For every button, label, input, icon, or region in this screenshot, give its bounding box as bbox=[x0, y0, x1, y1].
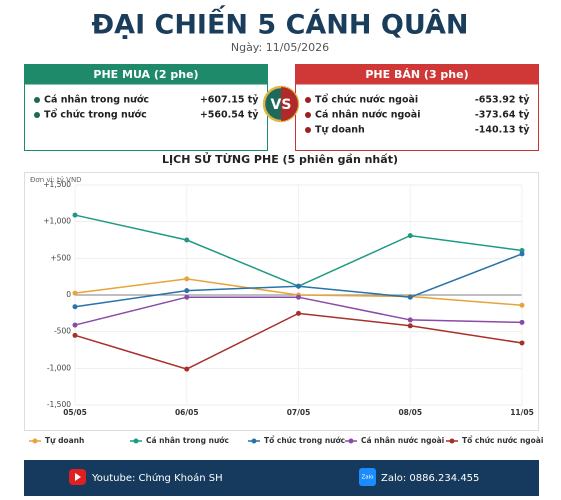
y-tick-label: +1,500 bbox=[43, 180, 71, 189]
legend-label: Tổ chức trong nước bbox=[264, 436, 345, 445]
zalo-text: Zalo: 0886.234.455 bbox=[381, 473, 479, 484]
vs-half bbox=[281, 87, 298, 121]
sell-header bbox=[295, 64, 539, 85]
x-tick-label: 05/05 bbox=[63, 408, 87, 417]
date: Ngày: 11/05/2026 bbox=[231, 41, 329, 54]
y-tick-label: 0 bbox=[66, 290, 71, 299]
point bbox=[296, 310, 301, 316]
chart-title: LỊCH SỬ TỪNG PHE (5 phiên gần nhất) bbox=[162, 152, 398, 166]
item-value: -653.92 tỷ bbox=[475, 95, 530, 106]
chart-frame bbox=[24, 172, 539, 431]
item-value: +560.54 tỷ bbox=[200, 110, 259, 121]
point bbox=[184, 276, 190, 282]
item-label: Tổ chức nước ngoài bbox=[315, 94, 418, 106]
x-tick-label: 06/05 bbox=[175, 408, 199, 417]
point bbox=[184, 366, 190, 372]
point bbox=[184, 294, 190, 300]
point bbox=[407, 317, 413, 323]
legend-marker bbox=[32, 438, 38, 444]
vs-text: VS bbox=[271, 97, 292, 113]
point bbox=[72, 290, 78, 296]
y-tick-label: +500 bbox=[50, 253, 71, 262]
legend-marker bbox=[133, 438, 139, 444]
point bbox=[184, 237, 190, 243]
y-tick-label: -1,000 bbox=[47, 363, 71, 372]
unit-label: Đơn vị: tỷ VND bbox=[30, 175, 82, 184]
buy-title: PHE MUA (2 phe) bbox=[93, 68, 198, 81]
point bbox=[296, 283, 301, 289]
bullet bbox=[305, 127, 311, 133]
legend-marker bbox=[251, 438, 257, 444]
item-label: Cá nhân nước ngoài bbox=[315, 110, 420, 121]
item-label: Tự doanh bbox=[315, 125, 365, 136]
point bbox=[407, 323, 413, 329]
point bbox=[519, 251, 525, 257]
point bbox=[519, 247, 525, 253]
item-value: -140.13 tỷ bbox=[475, 125, 530, 136]
legend-marker bbox=[449, 438, 455, 444]
point bbox=[72, 332, 78, 338]
item-label: Cá nhân trong nước bbox=[44, 95, 149, 106]
point bbox=[72, 304, 78, 310]
x-tick-label: 07/05 bbox=[287, 408, 311, 417]
bullet bbox=[34, 112, 40, 118]
legend-label: Tự doanh bbox=[45, 436, 84, 445]
point bbox=[519, 340, 525, 346]
point bbox=[407, 294, 413, 300]
point bbox=[72, 212, 78, 218]
legend-label: Cá nhân nước ngoài bbox=[361, 436, 444, 445]
y-tick-label: -1,500 bbox=[47, 400, 71, 409]
point bbox=[296, 294, 301, 300]
point bbox=[407, 233, 413, 239]
zalo-icon-text: Zalo bbox=[361, 475, 374, 481]
legend-label: Cá nhân trong nước bbox=[146, 436, 229, 445]
zalo-icon bbox=[359, 468, 376, 486]
youtube-text: Youtube: Chứng Khoán SH bbox=[91, 472, 223, 484]
point bbox=[519, 302, 525, 308]
point bbox=[184, 288, 190, 294]
bullet bbox=[34, 97, 40, 103]
legend-marker bbox=[348, 438, 354, 444]
buy-header bbox=[24, 64, 268, 85]
footer bbox=[24, 460, 539, 496]
y-tick-label: +1,000 bbox=[43, 217, 71, 226]
x-tick-label: 11/05 bbox=[510, 408, 534, 417]
youtube-play bbox=[75, 473, 81, 481]
point bbox=[519, 319, 525, 325]
title: ĐẠI CHIẾN 5 CÁNH QUÂN bbox=[92, 6, 469, 41]
item-value: -373.64 tỷ bbox=[475, 110, 530, 121]
point bbox=[72, 322, 78, 328]
bullet bbox=[305, 112, 311, 118]
y-tick-label: -500 bbox=[54, 327, 71, 336]
item-value: +607.15 tỷ bbox=[200, 95, 259, 106]
legend-label: Tổ chức nước ngoài bbox=[462, 436, 543, 445]
item-label: Tổ chức trong nước bbox=[44, 109, 147, 121]
bullet bbox=[305, 97, 311, 103]
x-tick-label: 08/05 bbox=[398, 408, 422, 417]
sell-title: PHE BÁN (3 phe) bbox=[365, 68, 468, 81]
